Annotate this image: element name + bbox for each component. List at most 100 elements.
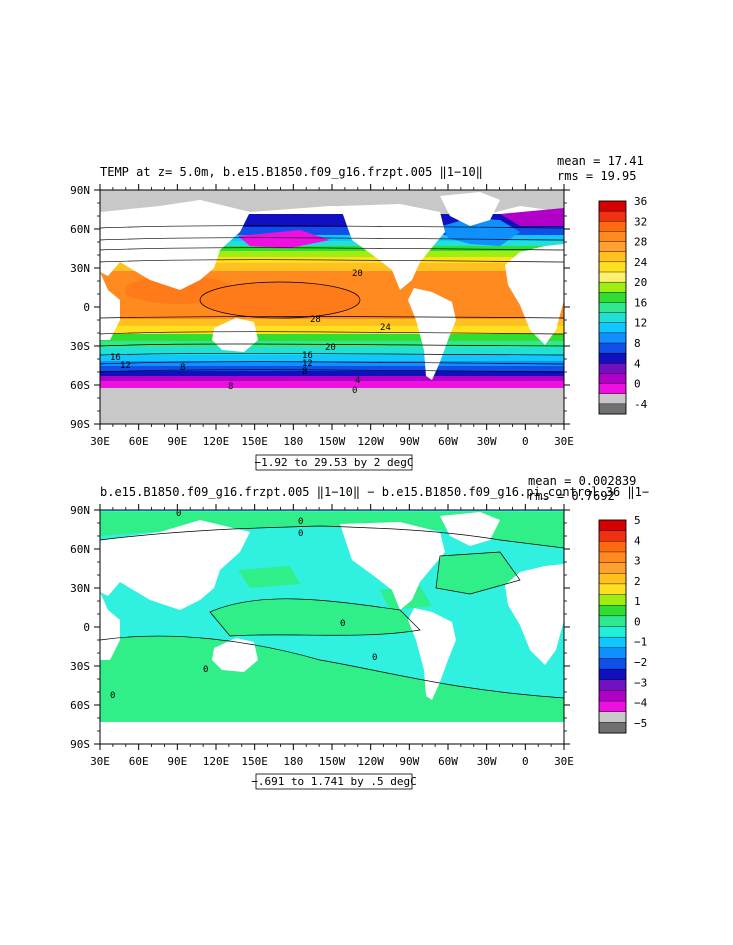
sst-band (100, 250, 564, 257)
y-tick-label: 90S (70, 738, 90, 751)
colorbar-swatch (598, 352, 627, 364)
eurasia (100, 520, 250, 610)
contour-line (100, 353, 564, 356)
colorbar-label: 20 (634, 276, 647, 289)
contour-label: 16 (302, 351, 313, 361)
colorbar-label: -4 (634, 398, 648, 411)
panel-2-colorbar: 5 4 3 2 1 0 −1 −2 −3 −4 −5 (598, 514, 648, 734)
australia (212, 638, 258, 672)
contour-line (100, 225, 564, 229)
contour-label: 24 (380, 323, 391, 333)
panel-2-rms: rms = 0.7692 (528, 489, 615, 503)
panel-1-title: TEMP at z= 5.0m, b.e15.B1850.f09_g16.frz… (100, 165, 483, 179)
x-tick-label: 0 (522, 435, 529, 448)
sst-band (100, 380, 564, 388)
colorbar-swatch (598, 626, 627, 638)
contour-line (100, 259, 564, 263)
panel-1-colorbar: 36 32 28 24 20 16 12 8 4 0 -4 (598, 195, 648, 415)
colorbar-swatch (598, 322, 627, 334)
colorbar-label: 0 (634, 378, 641, 391)
contour-label: 0 (110, 691, 115, 701)
sst-band (100, 333, 564, 341)
x-tick-label: 30W (477, 755, 497, 768)
colorbar-swatch (598, 615, 627, 627)
contour-label: 0 (340, 619, 345, 629)
colorbar-label: −3 (634, 676, 647, 689)
colorbar-label: 5 (634, 514, 641, 527)
colorbar-swatch (598, 605, 627, 617)
sst-band (100, 354, 564, 361)
y-tick-label: 30N (70, 262, 90, 275)
x-tick-label: 150W (319, 435, 346, 448)
colorbar-swatch (598, 271, 627, 283)
sst-band (100, 365, 564, 371)
africa-west (505, 564, 564, 665)
africa-east (100, 272, 120, 340)
colorbar-swatch (598, 221, 627, 232)
contour-label: 0 (298, 517, 303, 527)
x-tick-label: 150W (319, 755, 346, 768)
greenland (440, 192, 500, 226)
contour-label: 8 (302, 367, 307, 377)
colorbar-swatch (598, 281, 627, 293)
contour-line (435, 551, 521, 595)
contour-line (100, 369, 564, 373)
contour-label: 16 (110, 353, 121, 363)
panel-2-map: 0 0 0 0 0 0 0 (100, 510, 564, 744)
y-tick-label: 30N (70, 582, 90, 595)
y-tick-label: 60N (70, 543, 90, 556)
north-america (340, 522, 445, 610)
colorbar-swatch (598, 383, 627, 395)
sst-band (100, 375, 564, 381)
colorbar-label: 4 (634, 534, 641, 547)
x-tick-label: 30E (554, 435, 574, 448)
sst-band (100, 262, 564, 271)
colorbar-swatch (598, 302, 627, 314)
sst-band (100, 360, 564, 366)
colorbar-label: 36 (634, 195, 647, 208)
x-tick-label: 60E (129, 435, 149, 448)
colorbar-swatch (598, 562, 627, 574)
colorbar-swatch (598, 210, 627, 222)
contour-label: 0 (352, 386, 357, 396)
y-tick-label: 30S (70, 660, 90, 673)
contour-label: 12 (302, 359, 313, 369)
x-tick-label: 60E (129, 755, 149, 768)
colorbar-frame (598, 200, 627, 415)
y-tick-label: 60S (70, 379, 90, 392)
sst-band (100, 347, 564, 355)
colorbar-swatch (598, 722, 627, 734)
sst-band (100, 226, 564, 235)
colorbar-label: 32 (634, 215, 647, 228)
nordic-seas (500, 208, 564, 226)
colorbar-swatch (598, 658, 627, 670)
australia (212, 318, 258, 352)
south-america (408, 608, 456, 700)
x-tick-label: 0 (522, 755, 529, 768)
y-tick-label: 90S (70, 418, 90, 431)
colorbar-swatch (598, 312, 627, 324)
x-tick-label: 60W (438, 755, 458, 768)
contour-line (100, 331, 564, 335)
colorbar-swatch (598, 647, 627, 659)
colorbar-swatch (598, 583, 627, 596)
colorbar-swatch (598, 519, 627, 532)
panel-2-mean: mean = 0.002839 (528, 474, 636, 488)
contour-line (100, 525, 564, 549)
sst-band (100, 256, 564, 263)
contour-line (199, 281, 361, 319)
colorbar-label: 12 (634, 317, 647, 330)
colorbar-label: −4 (634, 697, 648, 710)
colorbar-swatch (598, 541, 627, 553)
panel-1-contours (100, 225, 564, 373)
y-tick-label: 0 (83, 301, 90, 314)
x-tick-label: 90W (399, 755, 419, 768)
colorbar-label: −1 (634, 636, 647, 649)
colorbar-swatch (598, 363, 627, 374)
contour-line (100, 343, 564, 347)
colorbar-swatch (598, 573, 627, 585)
contour-label: 20 (352, 269, 363, 279)
panel-1-map: 20 28 24 20 16 12 8 16 12 8 4 0 8 (100, 190, 564, 424)
x-tick-label: 180 (283, 755, 303, 768)
panel-1-rms: rms = 19.95 (557, 169, 636, 183)
